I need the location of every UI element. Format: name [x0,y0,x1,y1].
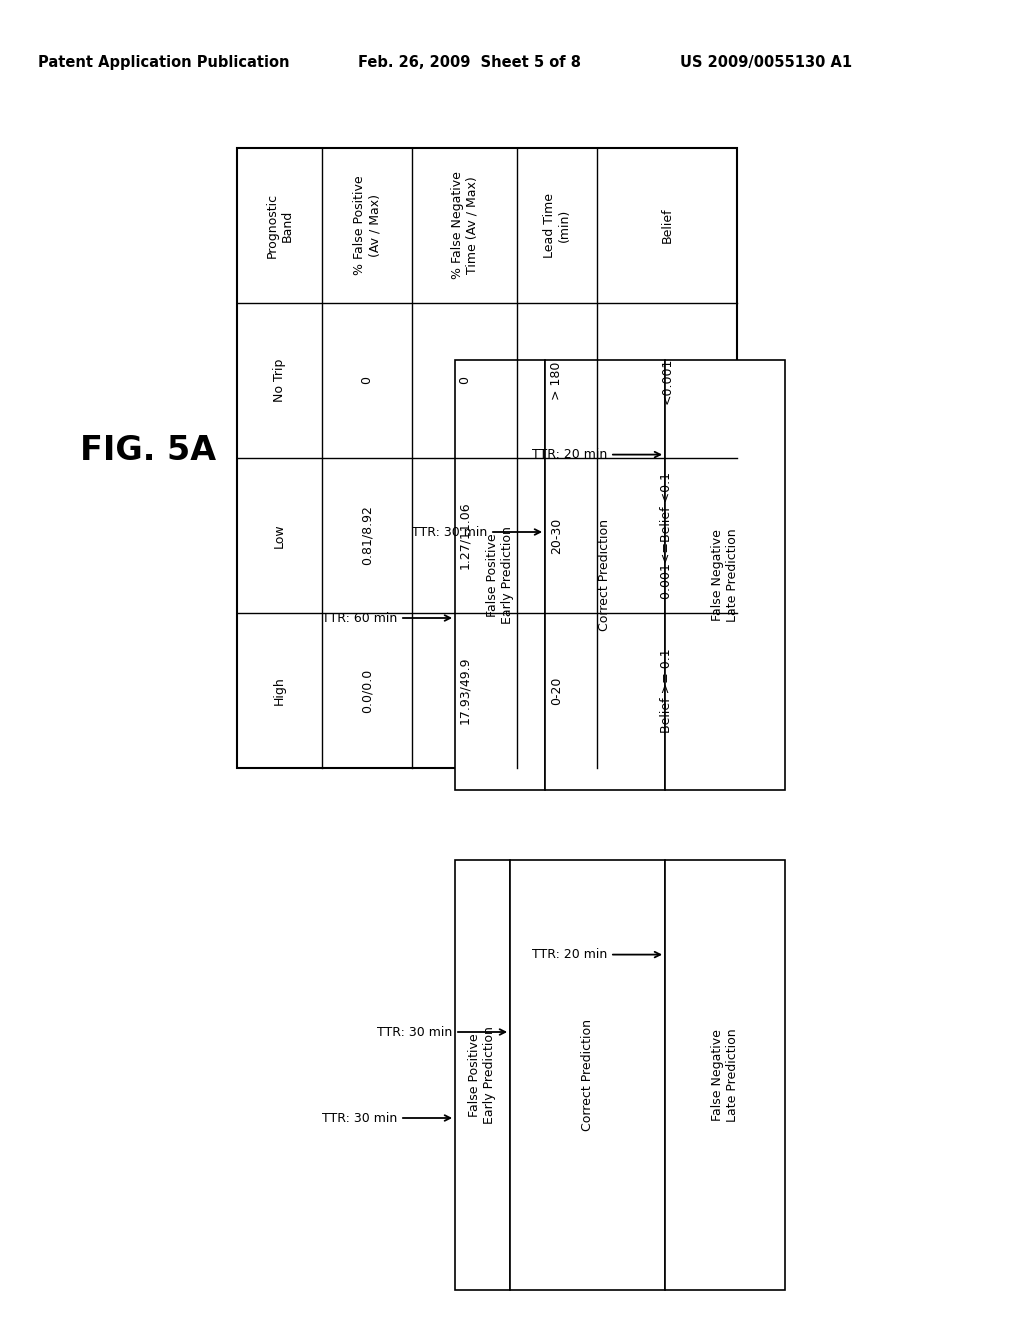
Text: % False Negative
Time (Av / Max): % False Negative Time (Av / Max) [451,172,478,280]
Text: No Trip: No Trip [273,359,286,403]
Text: High: High [273,676,286,705]
Text: Correct Prediction: Correct Prediction [598,519,611,631]
Text: Feb. 26, 2009  Sheet 5 of 8: Feb. 26, 2009 Sheet 5 of 8 [358,55,581,70]
Text: False Negative
Late Prediction: False Negative Late Prediction [711,528,739,622]
Text: False Negative
Late Prediction: False Negative Late Prediction [711,1028,739,1122]
Text: FIG. 5A: FIG. 5A [80,433,216,466]
Text: US 2009/0055130 A1: US 2009/0055130 A1 [680,55,852,70]
Text: Prognostic
Band: Prognostic Band [265,193,294,259]
Text: 17.93/49.9: 17.93/49.9 [458,657,471,725]
Text: Belief >= 0.1: Belief >= 0.1 [660,648,674,733]
Text: TTR: 30 min: TTR: 30 min [322,1111,397,1125]
Text: False Positive
Early Prediction: False Positive Early Prediction [486,527,514,624]
Text: 0-20: 0-20 [551,676,563,705]
Bar [665,861,785,1290]
Text: 0.81/8.92: 0.81/8.92 [360,506,374,565]
Bar [237,148,737,768]
Text: % False Positive
(Av / Max): % False Positive (Av / Max) [353,176,381,276]
Text: Low: Low [273,523,286,548]
Text: 0.001<=Belief <0.1: 0.001<=Belief <0.1 [660,473,674,599]
Bar [510,861,665,1290]
Text: TTR: 30 min: TTR: 30 min [412,525,487,539]
Text: TTR: 60 min: TTR: 60 min [322,611,397,624]
Text: 0.0/0.0: 0.0/0.0 [360,668,374,713]
Text: Lead Time
(min): Lead Time (min) [543,193,571,257]
Bar [455,360,545,789]
Text: Belief: Belief [660,207,674,243]
Text: 1.27/11.06: 1.27/11.06 [458,502,471,569]
Text: 20-30: 20-30 [551,517,563,553]
Text: Patent Application Publication: Patent Application Publication [38,55,290,70]
Text: <0.001: <0.001 [660,358,674,404]
Text: TTR: 30 min: TTR: 30 min [377,1026,452,1039]
Text: 0: 0 [458,376,471,384]
Text: > 180: > 180 [551,362,563,400]
Bar [665,360,785,789]
Text: Correct Prediction: Correct Prediction [581,1019,594,1131]
Bar [455,861,510,1290]
Text: TTR: 20 min: TTR: 20 min [531,447,607,461]
Text: 0: 0 [360,376,374,384]
Text: TTR: 20 min: TTR: 20 min [531,948,607,961]
Bar [545,360,665,789]
Text: False Positive
Early Prediction: False Positive Early Prediction [469,1026,497,1123]
